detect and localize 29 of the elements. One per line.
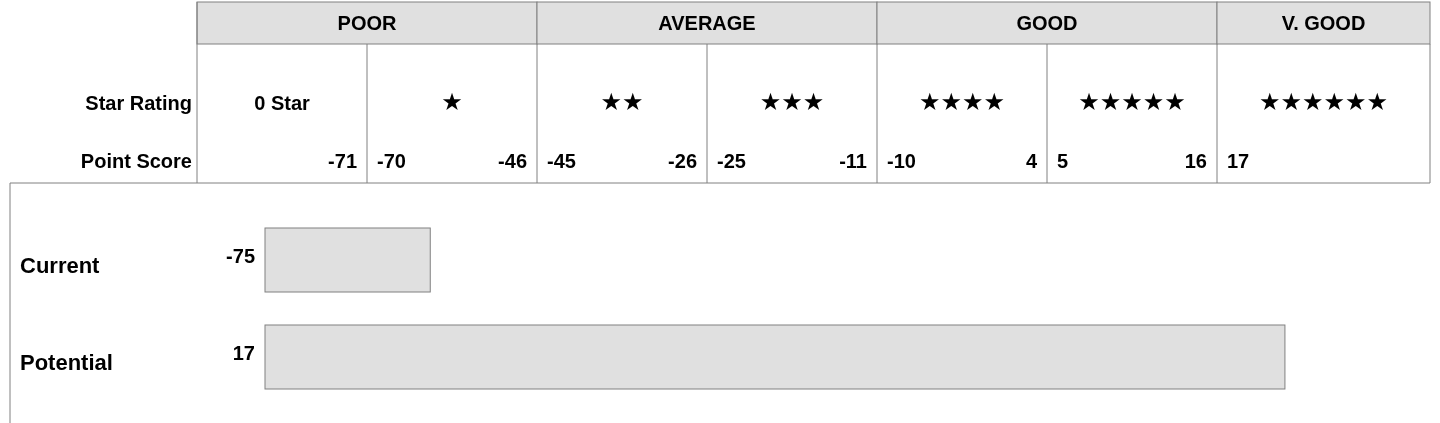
data-label: -75 — [226, 245, 255, 267]
category-label: Current — [20, 253, 101, 278]
text: POOR — [337, 12, 397, 34]
text: 4 — [1025, 150, 1038, 172]
text: ★★★★★★ — [1258, 88, 1389, 115]
text: -26 — [668, 150, 697, 172]
text: 0 Star — [254, 92, 311, 114]
text: Point Score — [80, 150, 192, 172]
text: ★ — [441, 88, 463, 115]
text: V. GOOD — [1281, 12, 1366, 34]
text: 5 — [1057, 150, 1069, 172]
text: -46 — [498, 150, 527, 172]
text: -45 — [547, 150, 576, 172]
text: -10 — [887, 150, 916, 172]
text: ★★★★ — [918, 88, 1006, 115]
text: 17 — [1227, 150, 1250, 172]
text: ★★ — [600, 88, 644, 115]
text: -70 — [377, 150, 406, 172]
text: -71 — [328, 150, 357, 172]
text: Star Rating — [85, 92, 192, 114]
category-label: Potential — [20, 350, 113, 375]
text: 16 — [1184, 150, 1207, 172]
text: ★★★★★ — [1078, 88, 1186, 115]
text: -11 — [839, 150, 867, 172]
text: GOOD — [1016, 12, 1078, 34]
text: AVERAGE — [658, 12, 756, 34]
data-label: 17 — [232, 342, 255, 364]
text: -25 — [717, 150, 746, 172]
text: ★★★ — [759, 88, 825, 115]
